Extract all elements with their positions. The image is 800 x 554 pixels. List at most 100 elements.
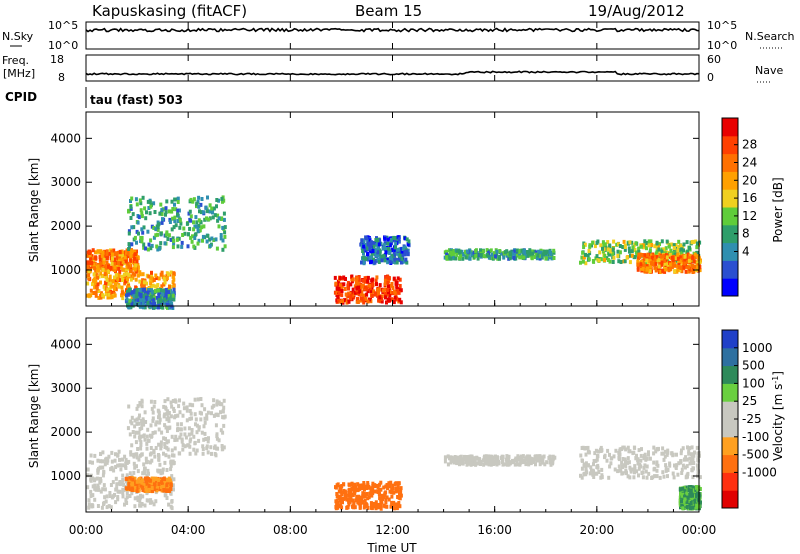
echo-cell — [687, 258, 691, 263]
echo-cell — [110, 295, 114, 300]
echo-cell — [208, 244, 212, 248]
echo-cell — [698, 265, 702, 270]
echo-cell — [157, 276, 161, 281]
echo-cell — [592, 259, 596, 264]
echo-cell — [102, 260, 106, 265]
echo-cell — [691, 505, 695, 510]
echo-cell — [654, 262, 658, 266]
echo-cell — [203, 407, 207, 412]
echo-cell — [118, 457, 121, 462]
echo-cell — [370, 294, 374, 298]
echo-cell — [372, 289, 376, 294]
echo-cell — [98, 257, 102, 262]
echo-cell — [696, 451, 700, 456]
echo-cell — [623, 247, 627, 252]
echo-cell — [693, 264, 697, 269]
echo-cell — [111, 480, 115, 485]
echo-cell — [343, 496, 347, 501]
echo-cell — [125, 491, 129, 496]
echo-cell — [689, 485, 693, 489]
echo-cell — [476, 256, 480, 261]
echo-cell — [381, 497, 384, 501]
echo-cell — [541, 455, 544, 460]
echo-cell — [110, 465, 114, 470]
echo-cell — [649, 264, 653, 269]
echo-cell — [399, 300, 403, 305]
echo-cell — [88, 253, 92, 258]
echo-cell — [508, 256, 512, 261]
echo-cell — [212, 398, 216, 403]
echo-cell — [396, 495, 400, 499]
echo-cell — [639, 262, 643, 267]
echo-cell — [371, 481, 375, 486]
echo-cell — [191, 403, 195, 408]
echo-cell — [662, 457, 666, 462]
echo-cell — [178, 410, 182, 415]
echo-cell — [583, 242, 587, 247]
echo-cell — [617, 464, 621, 469]
echo-cell — [171, 459, 175, 464]
echo-cell — [159, 288, 162, 292]
echo-cell — [143, 476, 147, 481]
echo-cell — [518, 250, 522, 255]
echo-cell — [606, 448, 610, 453]
echo-cell — [121, 463, 125, 468]
echo-cell — [141, 434, 145, 439]
echo-cell — [685, 488, 689, 493]
echo-cell — [215, 402, 219, 407]
echo-cell — [363, 503, 367, 508]
echo-cell — [465, 252, 469, 257]
echo-cell — [125, 265, 129, 270]
echo-cell — [668, 252, 672, 257]
echo-cell — [388, 484, 392, 489]
echo-cell — [592, 459, 596, 463]
echo-cell — [114, 272, 118, 277]
echo-cell — [143, 437, 147, 442]
echo-cell — [149, 399, 153, 404]
echo-cell — [664, 468, 668, 473]
echo-cell — [120, 290, 124, 295]
echo-cell — [100, 274, 104, 279]
colorbar-tick-label: -500 — [742, 448, 769, 462]
echo-cell — [200, 430, 204, 435]
echo-cell — [402, 259, 406, 264]
echo-cell — [672, 475, 676, 480]
echo-cell — [178, 398, 181, 403]
echo-cell — [197, 224, 201, 228]
echo-cell — [349, 282, 353, 287]
echo-cell — [127, 273, 131, 277]
echo-cell — [495, 249, 499, 254]
echo-cell — [175, 237, 179, 242]
echo-cell — [680, 254, 684, 259]
echo-cell — [172, 477, 176, 482]
echo-cell — [683, 457, 687, 462]
echo-cell — [661, 470, 665, 475]
echo-cell — [661, 446, 665, 451]
echo-cell — [170, 499, 174, 503]
echo-cell — [143, 305, 147, 310]
echo-cell — [685, 254, 689, 259]
echo-cell — [474, 462, 478, 467]
echo-cell — [695, 503, 699, 508]
echo-cell — [159, 444, 163, 448]
echo-cell — [121, 478, 125, 482]
echo-cell — [146, 247, 150, 252]
echo-cell — [185, 405, 189, 410]
echo-cell — [369, 255, 373, 260]
echo-cell — [141, 280, 144, 285]
echo-cell — [630, 240, 634, 245]
echo-cell — [621, 445, 625, 450]
echo-cell — [652, 467, 656, 472]
echo-cell — [682, 242, 686, 247]
echo-cell — [103, 495, 107, 500]
echo-cell — [487, 455, 491, 460]
echo-cell — [149, 204, 153, 209]
echo-cell — [666, 474, 669, 479]
echo-cell — [147, 206, 151, 210]
echo-cell — [148, 200, 152, 205]
echo-cell — [692, 269, 696, 274]
echo-cell — [117, 449, 121, 454]
echo-cell — [222, 445, 226, 450]
echo-cell — [207, 217, 211, 222]
echo-cell — [606, 240, 610, 245]
